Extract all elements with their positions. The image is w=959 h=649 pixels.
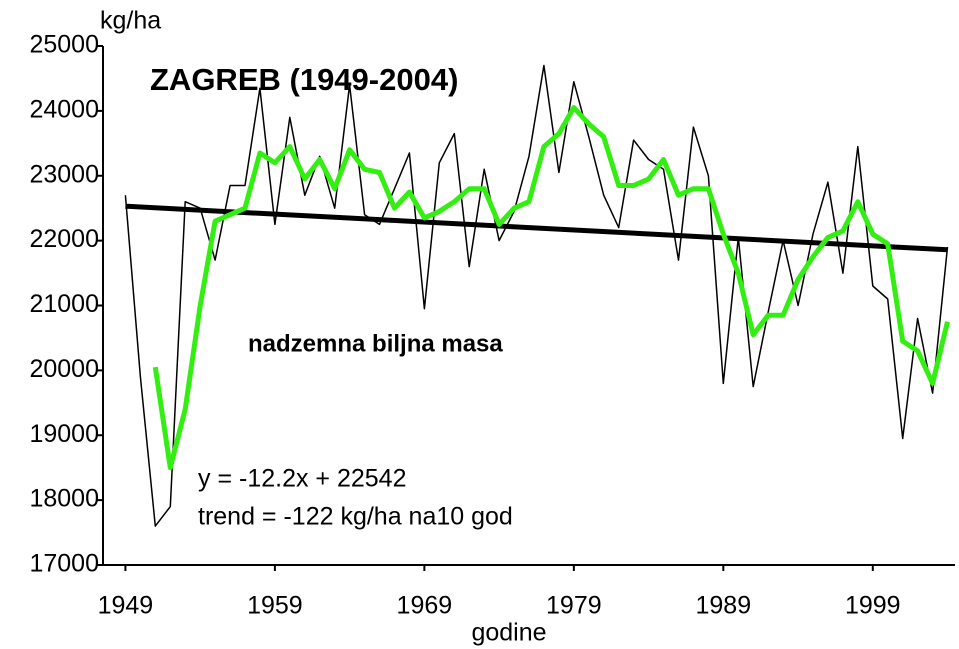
y-tick-label: 21000 xyxy=(29,290,99,318)
chart-title: ZAGREB (1949-2004) xyxy=(150,62,458,97)
y-tick-label: 18000 xyxy=(29,485,99,513)
series-line xyxy=(152,105,950,471)
y-tick-label: 24000 xyxy=(29,95,99,123)
y-tick-label: 23000 xyxy=(29,160,99,188)
y-tick-label: 22000 xyxy=(29,225,99,253)
x-tick-label: 1989 xyxy=(696,592,752,620)
y-tick-label: 19000 xyxy=(29,420,99,448)
annotation: y = -12.2x + 22542 xyxy=(198,465,406,493)
annotation: trend = -122 kg/ha na10 god xyxy=(198,503,513,531)
series-line xyxy=(124,64,949,527)
x-tick-label: 1969 xyxy=(397,592,453,620)
x-axis-label: godine xyxy=(471,619,546,647)
y-tick-label: 17000 xyxy=(29,550,99,578)
x-tick-label: 1979 xyxy=(546,592,602,620)
x-tick-label: 1999 xyxy=(845,592,901,620)
x-tick-label: 1959 xyxy=(247,592,303,620)
y-tick-label: 20000 xyxy=(29,355,99,383)
y-tick-label: 25000 xyxy=(29,31,99,59)
annotation: nadzemna biljna masa xyxy=(248,330,503,357)
x-tick-label: 1949 xyxy=(98,592,154,620)
y-unit: kg/ha xyxy=(100,7,161,35)
